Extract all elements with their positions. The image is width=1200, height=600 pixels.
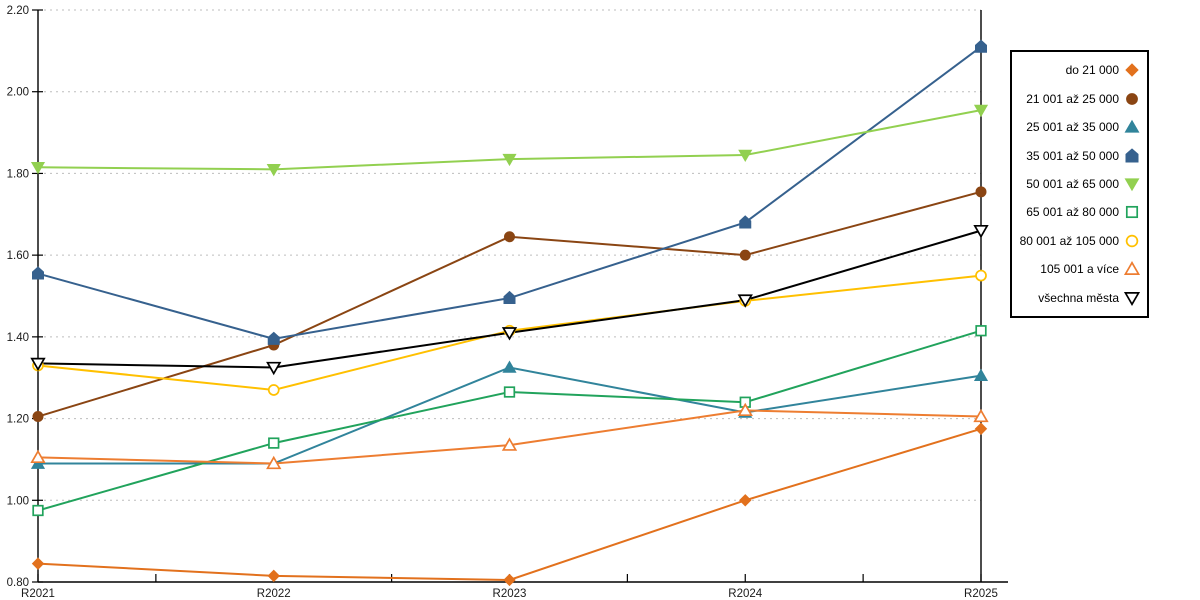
circle-marker-icon [1126, 92, 1138, 105]
data-point-marker [504, 231, 515, 243]
legend-item-5[interactable]: 65 001 až 80 000 [1012, 199, 1147, 225]
diamond-marker-icon [1125, 63, 1139, 77]
triangle-up-marker-icon [1124, 261, 1140, 276]
data-point-marker [974, 422, 988, 435]
data-point-marker [975, 325, 987, 337]
legend-item-6[interactable]: 80 001 až 105 000 [1012, 228, 1147, 254]
data-point-marker [739, 249, 751, 261]
legend-item-4[interactable]: 50 001 až 65 000 [1012, 171, 1147, 197]
triangle-down-glyph [1124, 291, 1140, 306]
y-axis-label: 2.00 [7, 87, 29, 99]
legend-label: 21 001 až 25 000 [1026, 91, 1119, 106]
data-point-marker [737, 402, 753, 417]
y-axis-label: 1.20 [7, 414, 29, 426]
data-point-marker [502, 153, 517, 167]
data-point-marker [30, 162, 46, 175]
chart-legend: do 21 000 21 001 až 25 000 25 001 až 35 00… [1010, 50, 1149, 318]
legend-item-7[interactable]: 105 001 a více [1012, 256, 1147, 282]
data-point-marker [32, 266, 44, 280]
x-axis-label: R2022 [257, 588, 291, 600]
legend-label: 65 001 až 80 000 [1026, 205, 1119, 220]
legend-label: do 21 000 [1065, 63, 1119, 78]
data-point-marker [267, 331, 280, 345]
data-point-marker [503, 573, 516, 587]
y-axis-label: 1.80 [7, 168, 29, 180]
data-point-marker [503, 290, 516, 305]
legend-label: 105 001 a více [1040, 262, 1119, 277]
data-point-marker [973, 104, 989, 118]
y-axis-label: 1.60 [7, 250, 29, 262]
legend-label: 50 001 až 65 000 [1026, 176, 1119, 191]
data-point-marker [502, 360, 517, 373]
data-point-marker [973, 224, 989, 239]
legend-item-2[interactable]: 25 001 až 35 000 [1012, 114, 1147, 140]
series-line [37, 409, 982, 465]
data-point-marker [973, 368, 989, 381]
series-line [37, 190, 982, 418]
x-axis-label: R2023 [493, 588, 527, 600]
y-axis-label: 0.80 [7, 577, 29, 589]
data-point-marker [739, 494, 752, 507]
triangle-down-marker-icon [1124, 178, 1140, 192]
square-glyph [1125, 206, 1139, 219]
data-point-marker [30, 357, 46, 372]
triangle-up-marker-icon [1124, 119, 1140, 133]
data-point-marker [267, 569, 280, 583]
circle-glyph [1126, 92, 1138, 105]
triangle-up-glyph [1124, 119, 1140, 133]
y-axis-label: 1.00 [7, 495, 29, 507]
legend-label: 25 001 až 35 000 [1026, 120, 1119, 135]
x-axis-label: R2024 [728, 588, 762, 600]
legend-item-3[interactable]: 35 001 až 50 000 [1012, 143, 1147, 169]
pentagon-glyph [1125, 147, 1139, 163]
circle-marker-icon [1125, 234, 1139, 248]
data-point-marker [501, 327, 518, 341]
series-line [37, 427, 982, 581]
data-point-marker [32, 504, 44, 517]
x-axis-label: R2021 [21, 588, 55, 600]
legend-item-0[interactable]: do 21 000 [1012, 57, 1147, 83]
data-point-marker [975, 269, 987, 282]
data-point-marker [975, 186, 987, 198]
pentagon-marker-icon [1125, 147, 1139, 163]
data-point-marker [266, 164, 281, 177]
data-point-marker [737, 294, 753, 308]
triangle-up-glyph [1124, 261, 1140, 276]
square-marker-icon [1125, 206, 1139, 219]
legend-label: všechna města [1038, 290, 1119, 305]
series-line [37, 329, 982, 512]
data-point-marker [973, 408, 989, 423]
triangle-down-glyph [1124, 178, 1140, 192]
data-point-marker [267, 384, 280, 396]
data-point-marker [30, 449, 46, 464]
y-axis-label: 1.40 [7, 332, 29, 344]
data-point-marker [975, 39, 987, 53]
data-point-marker [268, 437, 280, 449]
data-point-marker [266, 361, 282, 376]
legend-item-1[interactable]: 21 001 až 25 000 [1012, 86, 1147, 112]
data-point-marker [266, 455, 282, 470]
x-axis-label: R2025 [964, 588, 998, 600]
data-point-marker [501, 437, 518, 451]
legend-item-8[interactable]: všechna města [1012, 285, 1147, 311]
data-point-marker [738, 149, 753, 163]
data-point-marker [31, 557, 45, 570]
data-point-marker [32, 411, 44, 423]
circle-glyph [1125, 234, 1139, 248]
legend-label: 35 001 až 50 000 [1026, 148, 1119, 163]
data-point-marker [503, 386, 516, 398]
legend-label: 80 001 až 105 000 [1019, 233, 1119, 248]
y-axis-label: 2.20 [7, 5, 29, 17]
data-point-marker [739, 215, 752, 229]
diamond-glyph [1125, 63, 1139, 77]
triangle-down-marker-icon [1124, 291, 1140, 306]
